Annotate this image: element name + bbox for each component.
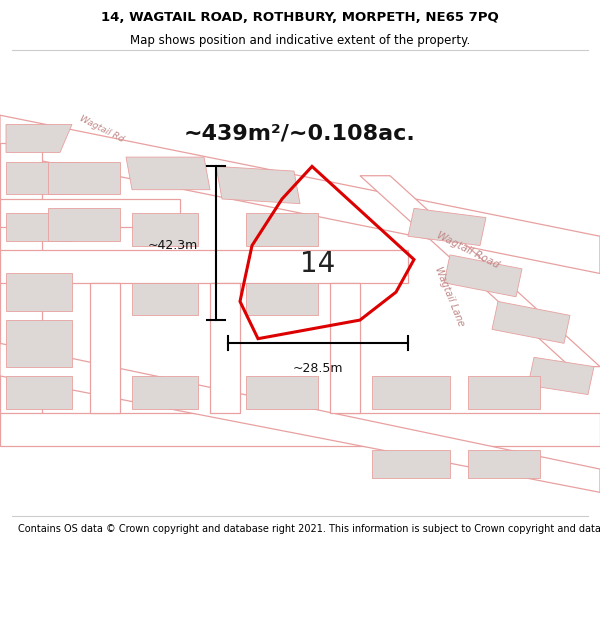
Polygon shape [246,376,318,409]
Polygon shape [6,376,72,409]
Polygon shape [132,213,198,246]
Polygon shape [0,143,42,423]
Text: Wagtail Road: Wagtail Road [435,230,501,270]
Text: 14: 14 [301,250,335,278]
Text: Wagtail Lane: Wagtail Lane [433,266,467,328]
Polygon shape [132,376,198,409]
Text: 14, WAGTAIL ROAD, ROTHBURY, MORPETH, NE65 7PQ: 14, WAGTAIL ROAD, ROTHBURY, MORPETH, NE6… [101,11,499,24]
Polygon shape [492,301,570,343]
Polygon shape [330,282,360,413]
Text: ~439m²/~0.108ac.: ~439m²/~0.108ac. [184,124,416,144]
Polygon shape [468,376,540,409]
Text: Wagtail Rd: Wagtail Rd [79,114,125,144]
Polygon shape [360,176,600,367]
Text: Map shows position and indicative extent of the property.: Map shows position and indicative extent… [130,34,470,47]
Polygon shape [372,376,450,409]
Text: Contains OS data © Crown copyright and database right 2021. This information is : Contains OS data © Crown copyright and d… [18,524,600,534]
Polygon shape [0,413,600,446]
Polygon shape [6,213,72,241]
Text: ~28.5m: ~28.5m [293,362,343,375]
Polygon shape [0,199,180,227]
Polygon shape [468,451,540,478]
Polygon shape [48,162,120,194]
Polygon shape [0,115,600,274]
Polygon shape [0,343,600,492]
Polygon shape [48,208,120,241]
Text: ~42.3m: ~42.3m [148,239,198,252]
Polygon shape [0,250,408,282]
Polygon shape [126,157,210,189]
Polygon shape [528,357,594,394]
Polygon shape [216,166,300,204]
Polygon shape [90,282,120,413]
Polygon shape [6,124,72,152]
Polygon shape [246,282,318,316]
Polygon shape [408,208,486,246]
Polygon shape [372,451,450,478]
Polygon shape [210,282,240,413]
Polygon shape [246,213,318,246]
Polygon shape [6,162,78,194]
Polygon shape [6,320,72,367]
Polygon shape [132,282,198,316]
Polygon shape [444,255,522,297]
Polygon shape [6,274,72,311]
